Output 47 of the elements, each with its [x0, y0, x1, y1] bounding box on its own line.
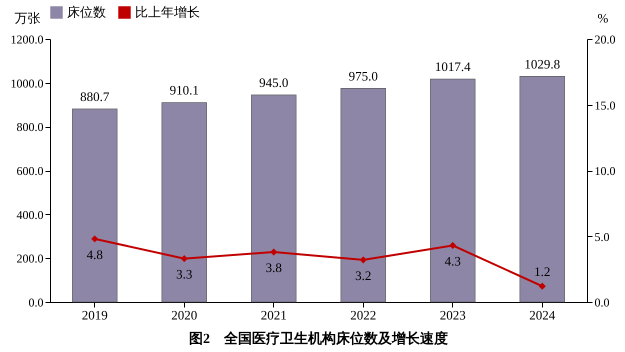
y-tick-label: 800.0 [16, 120, 44, 134]
point [91, 235, 98, 242]
y-tick-label: 0.0 [28, 296, 44, 310]
legend-label: 比上年增长 [135, 4, 200, 20]
data-label: 1017.4 [434, 59, 472, 74]
data-label: 3.2 [355, 268, 372, 283]
bar [162, 102, 207, 302]
bar [72, 108, 118, 302]
y2-tick-label: 20.0 [594, 32, 616, 46]
y-tick-label: 400.0 [16, 208, 44, 222]
x-tick-label: 2020 [171, 308, 198, 322]
point [360, 256, 367, 264]
y-axis-title: 万张 [14, 10, 40, 26]
data-label: 4.8 [86, 246, 103, 262]
y2-tick-label: 5.0 [594, 230, 610, 244]
data-label: 4.3 [444, 253, 461, 268]
data-label: 975.0 [348, 68, 378, 84]
x-tick-label: 2023 [440, 308, 466, 322]
y-tick-label: 1200.0 [10, 32, 44, 46]
data-label: 910.1 [170, 82, 199, 98]
y2-axis-title: % [598, 10, 608, 26]
point [270, 248, 278, 256]
bar [340, 88, 386, 302]
y-tick-label: 600.0 [16, 164, 44, 178]
data-label: 1029.8 [524, 56, 560, 72]
bar [430, 78, 476, 302]
text: 图2 全国医疗卫生机构床位数及增长速度 [189, 330, 448, 347]
x-tick-label: 2024 [529, 308, 556, 322]
data-label: 1.2 [534, 264, 550, 280]
data-label: 3.8 [266, 260, 282, 276]
bar [251, 94, 296, 302]
x-tick-label: 2019 [82, 308, 108, 322]
legend-label: 床位数 [67, 4, 106, 20]
y-tick-label: 200.0 [16, 252, 44, 266]
y2-tick-label: 15.0 [594, 98, 616, 112]
data-label: 880.7 [80, 88, 110, 104]
data-label: 3.3 [176, 266, 192, 282]
x-tick-label: 2022 [350, 308, 376, 322]
y2-tick-label: 10.0 [594, 164, 616, 178]
data-label: 945.0 [259, 74, 288, 90]
y2-tick-label: 0.0 [594, 296, 610, 310]
point [538, 282, 546, 290]
bar [520, 76, 565, 302]
x-tick-label: 2021 [260, 308, 287, 322]
point [449, 242, 456, 249]
y-tick-label: 1000.0 [10, 76, 44, 90]
point [180, 255, 188, 262]
